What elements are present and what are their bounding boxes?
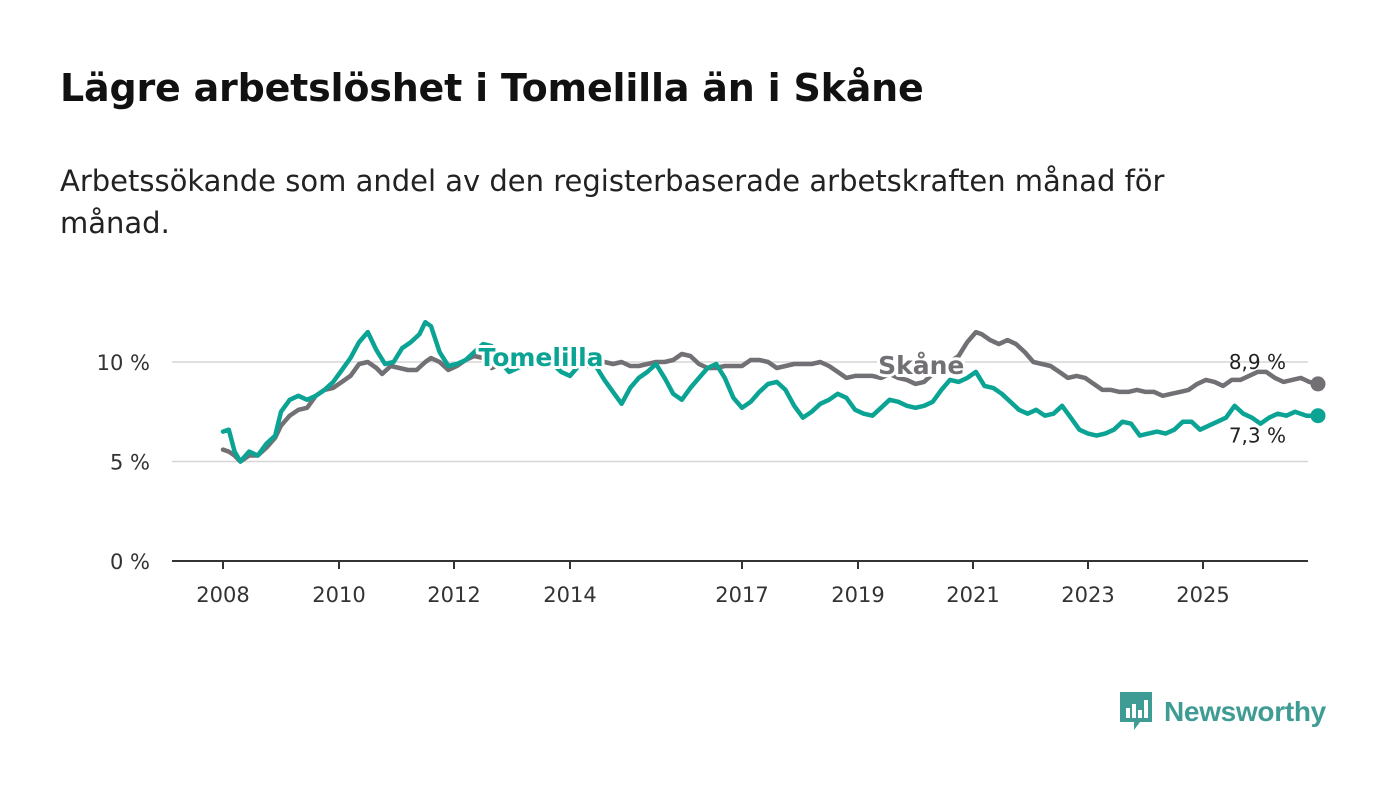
x-tick-label: 2023 <box>1061 583 1114 607</box>
x-tick-label: 2021 <box>946 583 999 607</box>
x-tick-label: 2019 <box>831 583 884 607</box>
y-tick-label: 10 % <box>97 351 150 375</box>
end-label-skane: 8,9 % <box>1229 350 1286 374</box>
x-tick-label: 2017 <box>715 583 768 607</box>
series-label-skane: Skåne <box>878 351 964 380</box>
x-tick-label: 2012 <box>427 583 480 607</box>
series-line-tomelilla <box>220 319 1321 464</box>
x-tick-label: 2014 <box>543 583 596 607</box>
x-tick-label: 2010 <box>312 583 365 607</box>
x-tick-label: 2008 <box>196 583 249 607</box>
newsworthy-brand[interactable]: Newsworthy <box>1118 690 1326 734</box>
brand-name: Newsworthy <box>1164 696 1326 727</box>
chart-title: Lägre arbetslöshet i Tomelilla än i Skån… <box>60 66 924 110</box>
y-tick-label: 0 % <box>110 550 150 574</box>
chart-subtitle: Arbetssökande som andel av den registerb… <box>60 164 1165 240</box>
series-end-point <box>1310 376 1326 392</box>
y-tick-label: 5 % <box>110 451 150 475</box>
series-end-point <box>1310 408 1326 424</box>
newsworthy-logo-icon <box>1120 692 1152 730</box>
series-label-tomelilla: Tomelilla <box>478 343 603 372</box>
series-line-skne <box>220 329 1321 464</box>
end-label-tomelilla: 7,3 % <box>1229 424 1286 448</box>
x-tick-label: 2025 <box>1176 583 1229 607</box>
